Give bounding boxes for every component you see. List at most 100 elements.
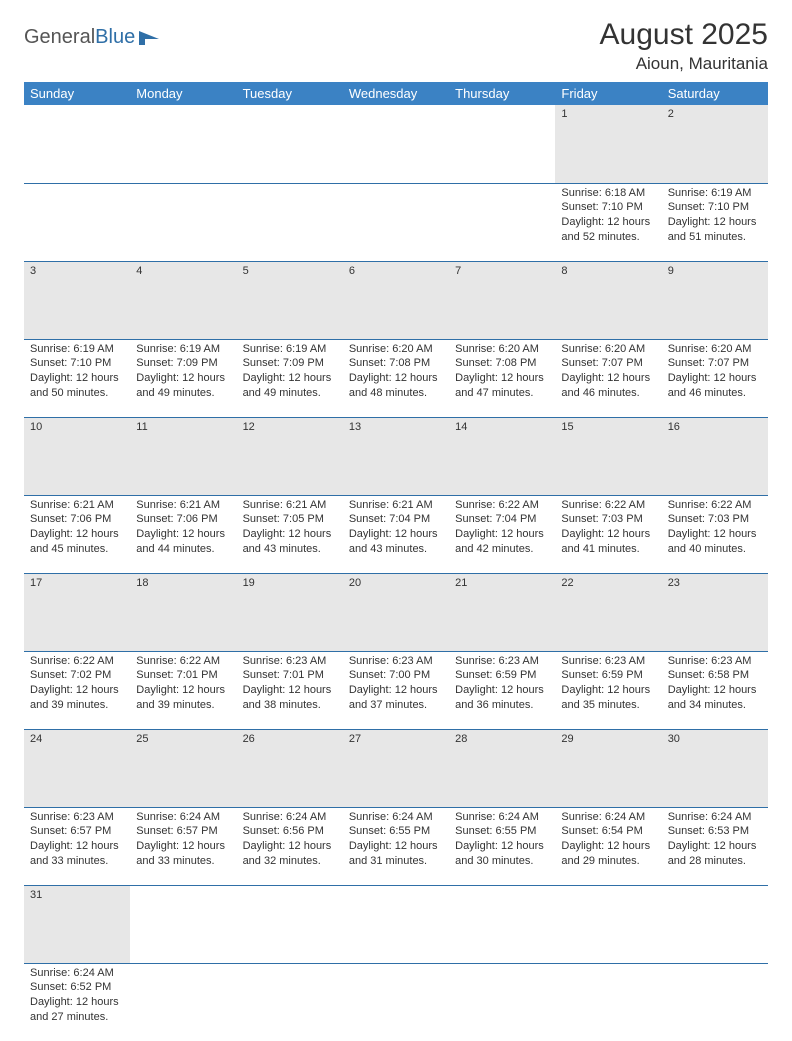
sunrise-text: Sunrise: 6:19 AM bbox=[668, 186, 762, 201]
sunrise-text: Sunrise: 6:20 AM bbox=[349, 342, 443, 357]
daylight-text: Daylight: 12 hours bbox=[136, 371, 230, 386]
daylight-text: Daylight: 12 hours bbox=[561, 527, 655, 542]
day-number-cell: 6 bbox=[343, 261, 449, 339]
sunset-text: Sunset: 6:54 PM bbox=[561, 824, 655, 839]
day-cell: Sunrise: 6:24 AMSunset: 6:55 PMDaylight:… bbox=[343, 807, 449, 885]
daylight-text: Daylight: 12 hours bbox=[136, 683, 230, 698]
day-number-cell: 15 bbox=[555, 417, 661, 495]
daynum-row: 24252627282930 bbox=[24, 729, 768, 807]
sunset-text: Sunset: 7:00 PM bbox=[349, 668, 443, 683]
daylight-text: and 51 minutes. bbox=[668, 230, 762, 245]
day-number-cell: 25 bbox=[130, 729, 236, 807]
day-cell: Sunrise: 6:23 AMSunset: 6:59 PMDaylight:… bbox=[449, 651, 555, 729]
sunrise-text: Sunrise: 6:22 AM bbox=[668, 498, 762, 513]
sunrise-text: Sunrise: 6:22 AM bbox=[561, 498, 655, 513]
day-number-cell: 30 bbox=[662, 729, 768, 807]
week-row: Sunrise: 6:23 AMSunset: 6:57 PMDaylight:… bbox=[24, 807, 768, 885]
daylight-text: and 41 minutes. bbox=[561, 542, 655, 557]
daylight-text: and 40 minutes. bbox=[668, 542, 762, 557]
daylight-text: Daylight: 12 hours bbox=[455, 683, 549, 698]
sunset-text: Sunset: 7:09 PM bbox=[243, 356, 337, 371]
daylight-text: and 33 minutes. bbox=[136, 854, 230, 869]
sunset-text: Sunset: 7:10 PM bbox=[668, 200, 762, 215]
day-cell bbox=[662, 963, 768, 1041]
day-number-cell: 11 bbox=[130, 417, 236, 495]
weekday-header: Wednesday bbox=[343, 82, 449, 105]
sunset-text: Sunset: 6:59 PM bbox=[561, 668, 655, 683]
day-number-cell bbox=[130, 885, 236, 963]
day-cell: Sunrise: 6:20 AMSunset: 7:07 PMDaylight:… bbox=[662, 339, 768, 417]
sunset-text: Sunset: 7:04 PM bbox=[349, 512, 443, 527]
sunrise-text: Sunrise: 6:23 AM bbox=[349, 654, 443, 669]
sunset-text: Sunset: 7:10 PM bbox=[30, 356, 124, 371]
daylight-text: and 42 minutes. bbox=[455, 542, 549, 557]
day-cell: Sunrise: 6:22 AMSunset: 7:01 PMDaylight:… bbox=[130, 651, 236, 729]
day-cell: Sunrise: 6:24 AMSunset: 6:56 PMDaylight:… bbox=[237, 807, 343, 885]
day-number-cell: 27 bbox=[343, 729, 449, 807]
daylight-text: and 28 minutes. bbox=[668, 854, 762, 869]
daylight-text: and 46 minutes. bbox=[668, 386, 762, 401]
sunset-text: Sunset: 7:07 PM bbox=[561, 356, 655, 371]
daynum-row: 17181920212223 bbox=[24, 573, 768, 651]
day-cell bbox=[343, 183, 449, 261]
sunrise-text: Sunrise: 6:21 AM bbox=[243, 498, 337, 513]
day-number-cell bbox=[343, 105, 449, 183]
weekday-header: Sunday bbox=[24, 82, 130, 105]
weekday-header-row: Sunday Monday Tuesday Wednesday Thursday… bbox=[24, 82, 768, 105]
sunset-text: Sunset: 7:06 PM bbox=[136, 512, 230, 527]
day-cell: Sunrise: 6:21 AMSunset: 7:06 PMDaylight:… bbox=[24, 495, 130, 573]
day-cell: Sunrise: 6:24 AMSunset: 6:57 PMDaylight:… bbox=[130, 807, 236, 885]
day-number-cell bbox=[449, 885, 555, 963]
daylight-text: Daylight: 12 hours bbox=[561, 371, 655, 386]
day-number-cell: 7 bbox=[449, 261, 555, 339]
day-cell bbox=[24, 183, 130, 261]
day-cell: Sunrise: 6:21 AMSunset: 7:06 PMDaylight:… bbox=[130, 495, 236, 573]
day-number-cell: 2 bbox=[662, 105, 768, 183]
day-number-cell: 20 bbox=[343, 573, 449, 651]
day-cell: Sunrise: 6:20 AMSunset: 7:08 PMDaylight:… bbox=[343, 339, 449, 417]
day-number-cell: 8 bbox=[555, 261, 661, 339]
daylight-text: Daylight: 12 hours bbox=[30, 683, 124, 698]
day-number-cell bbox=[555, 885, 661, 963]
sunrise-text: Sunrise: 6:23 AM bbox=[561, 654, 655, 669]
sunrise-text: Sunrise: 6:21 AM bbox=[30, 498, 124, 513]
day-number-cell: 31 bbox=[24, 885, 130, 963]
daylight-text: and 33 minutes. bbox=[30, 854, 124, 869]
day-cell: Sunrise: 6:23 AMSunset: 6:58 PMDaylight:… bbox=[662, 651, 768, 729]
sunrise-text: Sunrise: 6:23 AM bbox=[30, 810, 124, 825]
daylight-text: Daylight: 12 hours bbox=[349, 371, 443, 386]
sunset-text: Sunset: 6:55 PM bbox=[455, 824, 549, 839]
day-number-cell: 3 bbox=[24, 261, 130, 339]
sunrise-text: Sunrise: 6:22 AM bbox=[30, 654, 124, 669]
daylight-text: Daylight: 12 hours bbox=[349, 839, 443, 854]
daylight-text: Daylight: 12 hours bbox=[668, 371, 762, 386]
daylight-text: and 49 minutes. bbox=[243, 386, 337, 401]
day-cell: Sunrise: 6:19 AMSunset: 7:09 PMDaylight:… bbox=[130, 339, 236, 417]
day-cell: Sunrise: 6:23 AMSunset: 7:01 PMDaylight:… bbox=[237, 651, 343, 729]
sunset-text: Sunset: 6:55 PM bbox=[349, 824, 443, 839]
daylight-text: and 39 minutes. bbox=[136, 698, 230, 713]
day-number-cell: 14 bbox=[449, 417, 555, 495]
sunset-text: Sunset: 7:03 PM bbox=[668, 512, 762, 527]
flag-icon bbox=[139, 29, 163, 47]
day-cell bbox=[449, 183, 555, 261]
day-cell: Sunrise: 6:24 AMSunset: 6:52 PMDaylight:… bbox=[24, 963, 130, 1041]
day-number-cell: 18 bbox=[130, 573, 236, 651]
day-cell bbox=[555, 963, 661, 1041]
daylight-text: Daylight: 12 hours bbox=[668, 527, 762, 542]
daylight-text: Daylight: 12 hours bbox=[668, 683, 762, 698]
sunrise-text: Sunrise: 6:24 AM bbox=[455, 810, 549, 825]
daylight-text: and 34 minutes. bbox=[668, 698, 762, 713]
logo-text-1: General bbox=[24, 26, 95, 49]
day-cell: Sunrise: 6:19 AMSunset: 7:10 PMDaylight:… bbox=[662, 183, 768, 261]
sunrise-text: Sunrise: 6:24 AM bbox=[668, 810, 762, 825]
daylight-text: and 32 minutes. bbox=[243, 854, 337, 869]
sunrise-text: Sunrise: 6:20 AM bbox=[561, 342, 655, 357]
sunset-text: Sunset: 6:56 PM bbox=[243, 824, 337, 839]
day-cell: Sunrise: 6:22 AMSunset: 7:03 PMDaylight:… bbox=[555, 495, 661, 573]
sunset-text: Sunset: 6:58 PM bbox=[668, 668, 762, 683]
daylight-text: and 30 minutes. bbox=[455, 854, 549, 869]
day-cell: Sunrise: 6:23 AMSunset: 7:00 PMDaylight:… bbox=[343, 651, 449, 729]
day-cell bbox=[343, 963, 449, 1041]
sunrise-text: Sunrise: 6:21 AM bbox=[349, 498, 443, 513]
